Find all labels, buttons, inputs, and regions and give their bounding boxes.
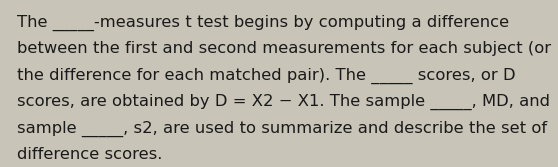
Text: The _____-measures t test begins by computing a difference: The _____-measures t test begins by comp… xyxy=(17,15,509,31)
Text: between the first and second measurements for each subject (or: between the first and second measurement… xyxy=(17,41,551,56)
Text: scores, are obtained by D = X2 − X1. The sample _____, MD, and: scores, are obtained by D = X2 − X1. The… xyxy=(17,94,550,110)
Text: difference scores.: difference scores. xyxy=(17,147,162,162)
Text: the difference for each matched pair). The _____ scores, or D: the difference for each matched pair). T… xyxy=(17,68,516,84)
Text: sample _____, s2, are used to summarize and describe the set of: sample _____, s2, are used to summarize … xyxy=(17,121,547,137)
